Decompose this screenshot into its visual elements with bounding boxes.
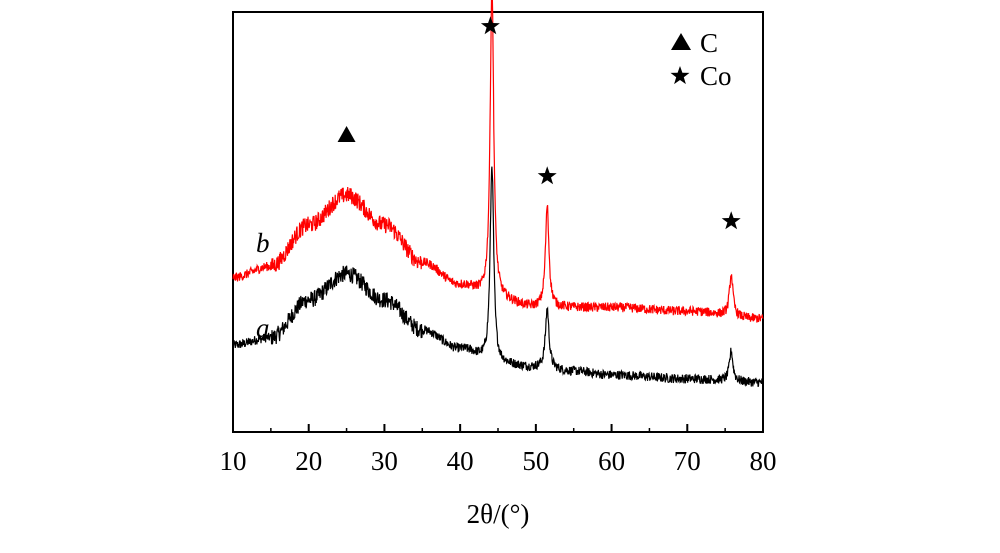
x-tick-label-50: 50 xyxy=(522,446,549,476)
peak-markers xyxy=(337,16,741,230)
legend-label-co: Co xyxy=(700,61,732,91)
x-axis-title: 2θ/(°) xyxy=(467,499,530,529)
series-a-label: a xyxy=(256,313,270,343)
x-axis: 10 20 30 40 50 60 70 80 xyxy=(220,424,777,476)
peak-marker-star-icon xyxy=(721,211,741,230)
x-tick-label-10: 10 xyxy=(220,446,247,476)
series-layer xyxy=(232,0,764,388)
x-tick-label-30: 30 xyxy=(371,446,398,476)
x-tick-label-20: 20 xyxy=(295,446,322,476)
peak-marker-star-icon xyxy=(480,16,500,35)
legend-triangle-icon xyxy=(671,33,691,50)
series-b-line xyxy=(232,0,764,323)
x-tick-label-60: 60 xyxy=(598,446,625,476)
peak-marker-star-icon xyxy=(537,166,557,185)
legend-star-icon xyxy=(670,66,690,85)
peak-marker-triangle-icon xyxy=(337,126,356,142)
x-tick-label-40: 40 xyxy=(447,446,474,476)
legend: C Co xyxy=(670,28,732,91)
legend-label-c: C xyxy=(700,28,718,58)
series-a-line xyxy=(232,166,763,388)
x-tick-label-70: 70 xyxy=(674,446,701,476)
x-tick-label-80: 80 xyxy=(750,446,777,476)
series-b-label: b xyxy=(256,228,270,258)
